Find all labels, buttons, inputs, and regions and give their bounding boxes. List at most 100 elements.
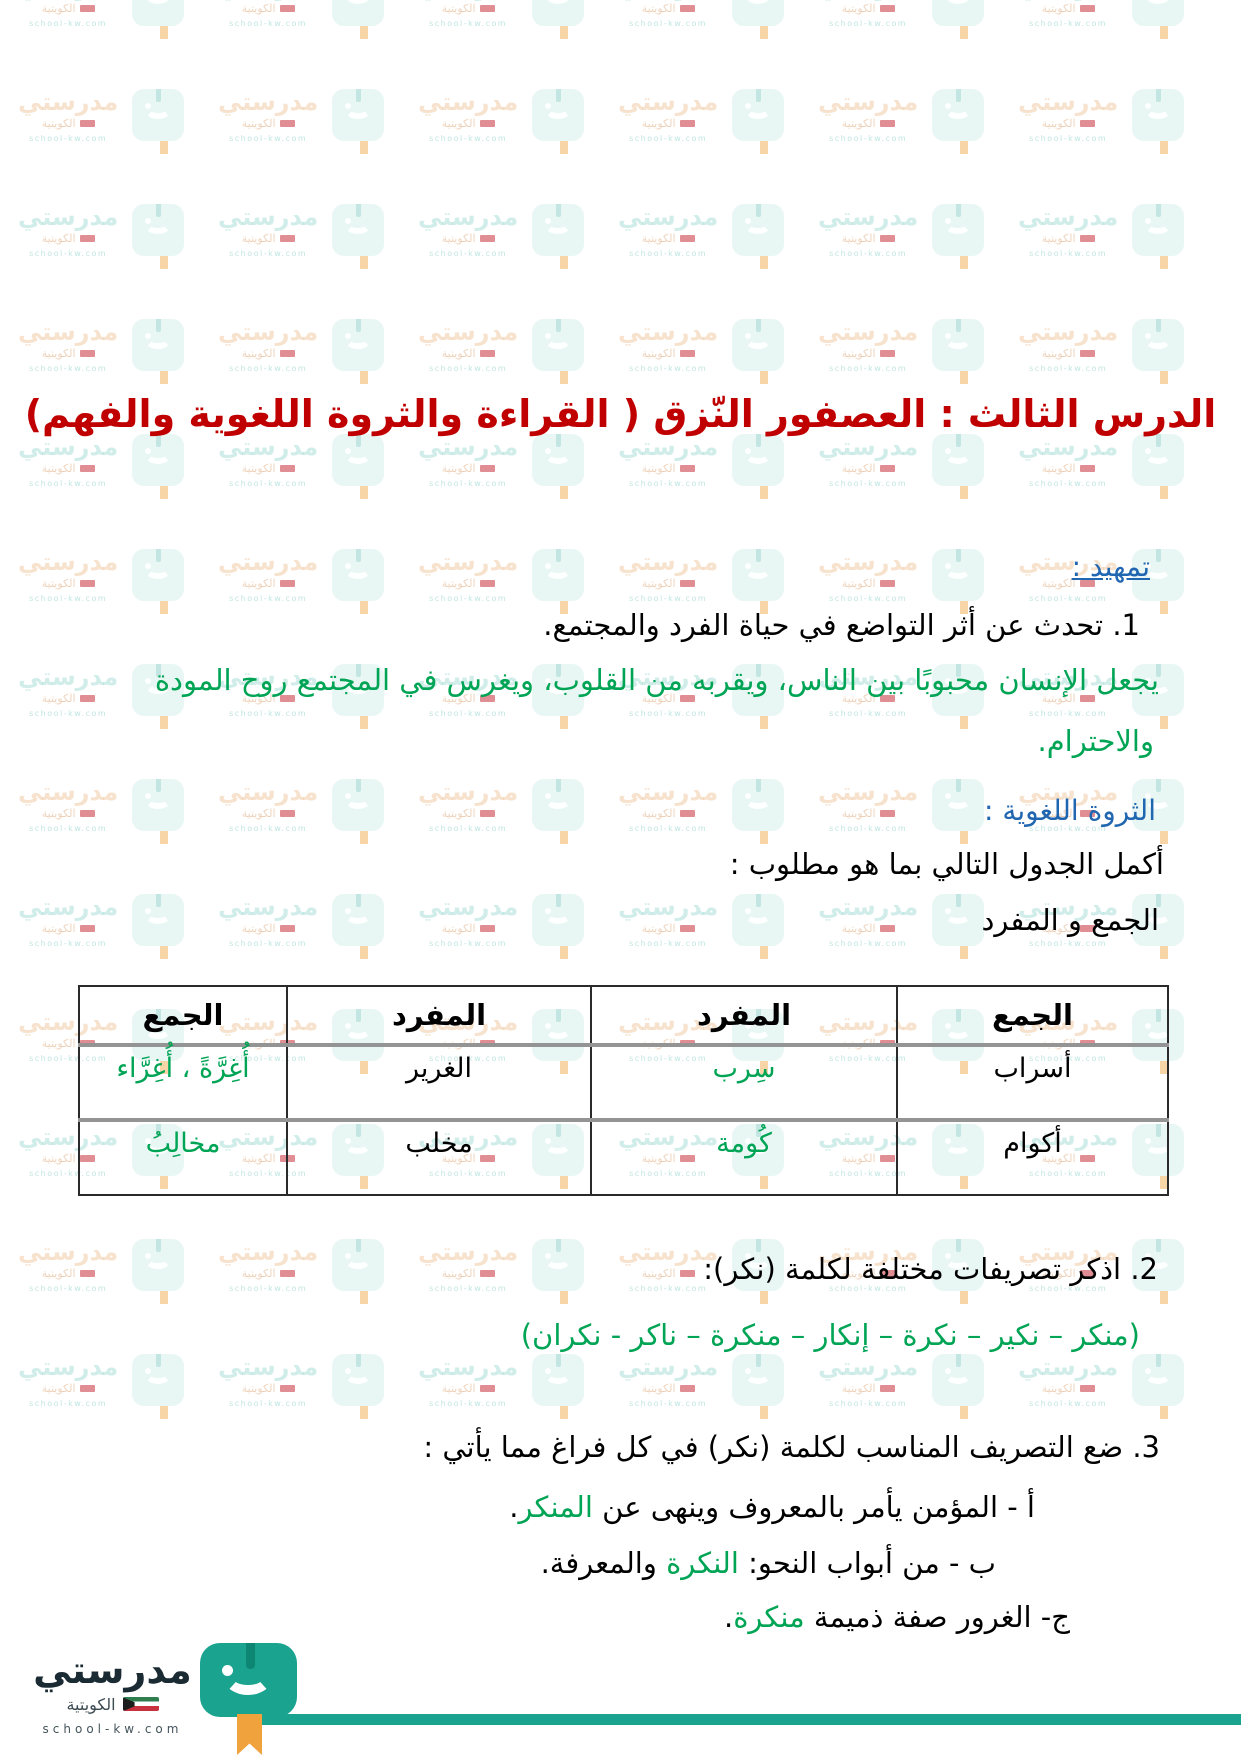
watermark-country-line: الكويتية xyxy=(842,462,895,475)
watermark-country-line: الكويتية xyxy=(642,462,695,475)
logo-notch xyxy=(356,894,362,907)
cell-ghareer: الغرير xyxy=(286,1044,592,1122)
watermark-country-text: الكويتية xyxy=(641,2,676,16)
watermark-tile: مدرستي الكويتية school-kw.com xyxy=(818,89,993,154)
watermark-site-text: school-kw.com xyxy=(29,479,108,489)
kuwait-flag-icon xyxy=(879,120,895,128)
school-logo-icon xyxy=(1132,1354,1185,1419)
kuwait-flag-icon xyxy=(479,465,495,473)
watermark-country-line: الكويتية xyxy=(442,232,495,245)
school-logo-icon xyxy=(332,0,385,39)
logo-eye xyxy=(545,563,552,569)
school-logo-icon xyxy=(732,779,785,844)
watermark-country-text: الكويتية xyxy=(841,462,876,476)
watermark-text-block: مدرستي الكويتية school-kw.com xyxy=(18,203,119,259)
watermark-country-line: الكويتية xyxy=(642,2,695,15)
kuwait-flag-icon xyxy=(479,350,495,358)
watermark-site-text: school-kw.com xyxy=(629,1284,708,1294)
logo-bookmark-icon xyxy=(960,1406,969,1419)
school-logo-icon xyxy=(532,1239,585,1304)
logo-bookmark-icon xyxy=(560,256,569,269)
watermark-tile: مدرستي الكويتية school-kw.com xyxy=(18,549,193,614)
logo-eye xyxy=(945,333,952,339)
watermark-country-text: الكويتية xyxy=(1041,1382,1076,1396)
watermark-tile: مدرستي الكويتية school-kw.com xyxy=(818,0,993,39)
logo-bookmark-icon xyxy=(360,26,369,39)
school-logo-icon xyxy=(932,1354,985,1419)
watermark-tile: مدرستي الكويتية school-kw.com xyxy=(218,1354,393,1419)
logo-bookmark-icon xyxy=(560,831,569,844)
logo-notch xyxy=(156,779,162,792)
watermark-brand-text: مدرستي xyxy=(618,778,719,806)
logo-notch xyxy=(156,1239,162,1252)
watermark-text-block: مدرستي الكويتية school-kw.com xyxy=(818,89,918,144)
logo-bookmark-icon xyxy=(360,946,369,959)
footer-brand-block: مدرستي الكويتية school-kw.com xyxy=(30,1649,195,1736)
school-logo-icon xyxy=(532,204,585,269)
watermark-tile: مدرستي الكويتية school-kw.com xyxy=(418,894,593,959)
kuwait-flag-icon xyxy=(79,1270,95,1278)
watermark-brand-text: مدرستي xyxy=(818,893,919,921)
page-title: الدرس الثالث : العصفور النّزق ( القراءة … xyxy=(24,392,1217,436)
watermark-country-text: الكويتية xyxy=(41,232,76,246)
cell-akwam: أكوام xyxy=(896,1119,1169,1196)
watermark-tile: مدرستي الكويتية school-kw.com xyxy=(618,549,793,614)
logo-bookmark-icon xyxy=(360,371,369,384)
school-logo-icon xyxy=(132,549,185,614)
logo-smile xyxy=(345,906,372,924)
watermark-brand-text: مدرستي xyxy=(18,778,119,806)
table-row: أسراب سِرب الغرير أُغِرَّةً ، أُغِرَّاء xyxy=(78,1044,1169,1122)
logo-notch xyxy=(1156,779,1162,792)
logo-eye xyxy=(945,218,952,224)
watermark-brand-text: مدرستي xyxy=(18,203,119,231)
watermark-text-block: مدرستي الكويتية school-kw.com xyxy=(818,0,918,28)
logo-eye xyxy=(345,793,352,799)
school-logo-icon xyxy=(932,204,985,269)
watermark-text-block: مدرستي الكويتية school-kw.com xyxy=(618,1354,718,1409)
watermark-country-text: الكويتية xyxy=(841,807,876,821)
watermark-tile: مدرستي الكويتية school-kw.com xyxy=(18,203,193,269)
footer-site-text: school-kw.com xyxy=(42,1721,183,1736)
watermark-text-block: مدرستي الكويتية school-kw.com xyxy=(818,893,919,949)
logo-smile xyxy=(345,446,372,464)
logo-smile xyxy=(945,1366,972,1384)
kuwait-flag-icon xyxy=(279,580,295,588)
school-logo-icon xyxy=(932,434,985,499)
logo-smile xyxy=(945,0,972,4)
kuwait-flag-icon xyxy=(1079,5,1095,13)
logo-notch xyxy=(556,1239,562,1252)
logo-notch xyxy=(556,894,562,907)
logo-bookmark-icon xyxy=(560,1406,569,1419)
watermark-country-line: الكويتية xyxy=(842,2,895,15)
watermark-brand-text: مدرستي xyxy=(1018,433,1119,461)
watermark-country-line: الكويتية xyxy=(242,577,295,590)
watermark-site-text: school-kw.com xyxy=(429,249,508,259)
logo-notch xyxy=(1156,1239,1162,1252)
cell-kooma-answer: كُومة xyxy=(590,1119,898,1196)
logo-bookmark-icon xyxy=(360,256,369,269)
logo-smile xyxy=(545,561,572,579)
watermark-country-text: الكويتية xyxy=(641,922,676,936)
watermark-site-text: school-kw.com xyxy=(1029,134,1108,144)
logo-bookmark-icon xyxy=(960,256,969,269)
logo-smile xyxy=(1145,331,1172,349)
watermark-country-text: الكويتية xyxy=(241,577,276,591)
logo-eye xyxy=(945,448,952,454)
watermark-site-text: school-kw.com xyxy=(1029,1399,1108,1409)
cell-makhalib-answer: مخالِبُ xyxy=(78,1119,288,1196)
logo-smile xyxy=(545,1366,572,1384)
watermark-site-text: school-kw.com xyxy=(29,939,108,949)
watermark-site-text: school-kw.com xyxy=(1029,19,1108,29)
school-logo-icon xyxy=(132,779,185,844)
kuwait-flag-icon xyxy=(1079,350,1095,358)
kuwait-flag-icon xyxy=(679,1270,695,1278)
logo-notch xyxy=(756,89,762,102)
watermark-country-line: الكويتية xyxy=(242,807,295,820)
logo-notch xyxy=(356,779,362,792)
logo-notch xyxy=(156,1354,162,1367)
watermark-country-line: الكويتية xyxy=(242,1267,295,1280)
watermark-text-block: مدرستي الكويتية school-kw.com xyxy=(218,319,318,374)
logo-bookmark-icon xyxy=(1160,1406,1169,1419)
logo-smile xyxy=(545,101,572,119)
logo-eye xyxy=(345,448,352,454)
